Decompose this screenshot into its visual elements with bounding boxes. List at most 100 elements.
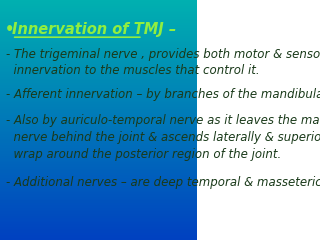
Bar	[0, 157, 197, 158]
Bar	[0, 64, 197, 65]
Bar	[0, 92, 197, 94]
Bar	[0, 85, 197, 86]
Bar	[0, 54, 197, 55]
Bar	[0, 192, 197, 193]
Bar	[0, 125, 197, 126]
Bar	[0, 72, 197, 73]
Bar	[0, 138, 197, 139]
Bar	[0, 97, 197, 98]
Bar	[0, 52, 197, 53]
Bar	[0, 7, 197, 8]
Bar	[0, 2, 197, 4]
Bar	[0, 150, 197, 151]
Bar	[0, 208, 197, 209]
Bar	[0, 17, 197, 18]
Bar	[0, 31, 197, 32]
Bar	[0, 13, 197, 14]
Bar	[0, 167, 197, 168]
Bar	[0, 154, 197, 155]
Bar	[0, 77, 197, 78]
Bar	[0, 118, 197, 119]
Bar	[0, 8, 197, 10]
Bar	[0, 163, 197, 164]
Bar	[0, 47, 197, 48]
Bar	[0, 194, 197, 196]
Bar	[0, 37, 197, 38]
Bar	[0, 137, 197, 138]
Bar	[0, 148, 197, 149]
Bar	[0, 175, 197, 176]
Bar	[0, 11, 197, 12]
Bar	[0, 88, 197, 89]
Bar	[0, 197, 197, 198]
Bar	[0, 30, 197, 31]
Bar	[0, 185, 197, 186]
Bar	[0, 180, 197, 181]
Bar	[0, 78, 197, 79]
Bar	[0, 126, 197, 127]
Bar	[0, 29, 197, 30]
Bar	[0, 112, 197, 113]
Bar	[0, 170, 197, 172]
Bar	[0, 139, 197, 140]
Bar	[0, 202, 197, 203]
Bar	[0, 49, 197, 50]
Bar	[0, 186, 197, 187]
Bar	[0, 116, 197, 118]
Bar	[0, 1, 197, 2]
Bar	[0, 223, 197, 224]
Bar	[0, 128, 197, 130]
Bar	[0, 120, 197, 121]
Text: nerve behind the joint & ascends laterally & superiorly to: nerve behind the joint & ascends lateral…	[6, 131, 320, 144]
Bar	[0, 196, 197, 197]
Bar	[0, 226, 197, 227]
Bar	[0, 24, 197, 25]
Bar	[0, 58, 197, 59]
Bar	[0, 12, 197, 13]
Bar	[0, 65, 197, 66]
Bar	[0, 218, 197, 220]
Bar	[0, 34, 197, 35]
Bar	[0, 119, 197, 120]
Bar	[0, 155, 197, 156]
Bar	[0, 96, 197, 97]
Bar	[0, 204, 197, 205]
Bar	[0, 100, 197, 101]
Bar	[0, 14, 197, 16]
Bar	[0, 113, 197, 114]
Bar	[0, 162, 197, 163]
Bar	[0, 233, 197, 234]
Bar	[0, 36, 197, 37]
Bar	[0, 131, 197, 132]
Bar	[0, 76, 197, 77]
Bar	[0, 238, 197, 239]
Bar	[0, 28, 197, 29]
Bar	[0, 79, 197, 80]
Bar	[0, 217, 197, 218]
Bar	[0, 188, 197, 190]
Bar	[0, 60, 197, 61]
Bar	[0, 220, 197, 221]
Bar	[0, 4, 197, 5]
Bar	[0, 67, 197, 68]
Bar	[0, 178, 197, 179]
Bar	[0, 209, 197, 210]
Bar	[0, 68, 197, 70]
Bar	[0, 53, 197, 54]
Bar	[0, 214, 197, 215]
Bar	[0, 23, 197, 24]
Bar	[0, 108, 197, 109]
Bar	[0, 235, 197, 236]
Bar	[0, 107, 197, 108]
Bar	[0, 228, 197, 229]
Bar	[0, 19, 197, 20]
Bar	[0, 101, 197, 102]
Bar	[0, 222, 197, 223]
Bar	[0, 32, 197, 34]
Bar	[0, 152, 197, 154]
Bar	[0, 132, 197, 133]
Bar	[0, 134, 197, 136]
Bar	[0, 184, 197, 185]
Bar	[0, 55, 197, 56]
Bar	[0, 110, 197, 112]
